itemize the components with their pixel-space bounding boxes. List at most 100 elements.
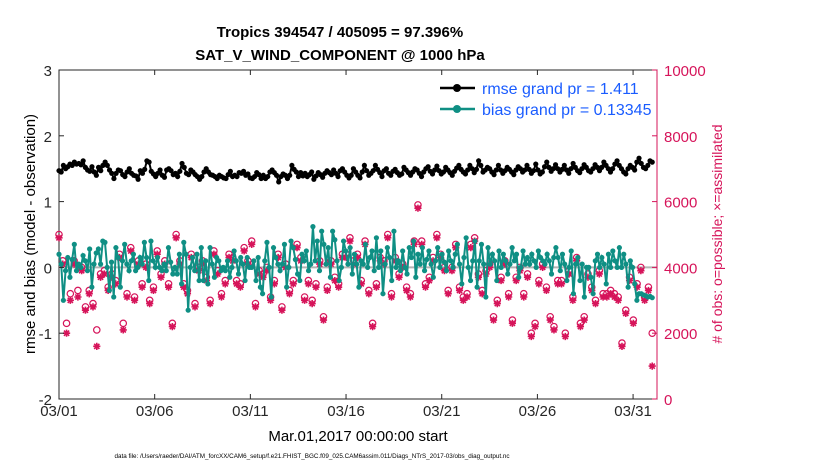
bias-point bbox=[117, 284, 123, 290]
obs-possible-point bbox=[74, 286, 82, 295]
rmse-point bbox=[142, 166, 148, 172]
bias-point bbox=[478, 241, 485, 247]
obs-assimilated-point bbox=[300, 296, 309, 304]
y-right-tick-label: 6000 bbox=[664, 195, 697, 212]
bias-point bbox=[544, 251, 550, 257]
bias-point bbox=[336, 277, 342, 284]
rmse-point bbox=[476, 158, 482, 164]
rmse-point bbox=[526, 166, 532, 172]
obs-assimilated-point bbox=[123, 293, 131, 301]
rmse-point bbox=[58, 169, 64, 175]
bias-point bbox=[56, 251, 62, 257]
bias-point bbox=[472, 238, 478, 244]
bias-point bbox=[592, 258, 598, 264]
bias-point bbox=[108, 259, 115, 265]
bias-point bbox=[235, 271, 242, 277]
obs-assimilated-point bbox=[421, 283, 430, 291]
bias-point bbox=[255, 254, 261, 261]
bias-point bbox=[113, 245, 119, 251]
obs-assimilated-point bbox=[622, 309, 630, 318]
bias-point bbox=[594, 251, 601, 257]
obs-assimilated-point bbox=[554, 280, 562, 288]
rmse-point bbox=[363, 168, 370, 174]
obs-assimilated-point bbox=[614, 296, 622, 304]
rmse-point bbox=[80, 158, 86, 164]
rmse-point bbox=[632, 167, 638, 173]
x-tick-label: 03/11 bbox=[232, 403, 268, 420]
y-left-tick-label: -2 bbox=[39, 392, 52, 409]
rmse-point bbox=[568, 166, 574, 172]
bias-point bbox=[424, 256, 430, 263]
bias-point bbox=[78, 264, 84, 270]
rmse-point bbox=[293, 169, 299, 175]
obs-assimilated-point bbox=[308, 299, 316, 308]
obs-assimilated-point bbox=[225, 253, 233, 262]
bias-point bbox=[207, 245, 213, 251]
series-obs-assimilated bbox=[55, 204, 656, 370]
bias-point bbox=[573, 261, 579, 267]
rmse-point bbox=[87, 168, 93, 174]
bias-point bbox=[176, 251, 182, 257]
bias-point bbox=[181, 239, 187, 245]
rmse-point bbox=[234, 173, 240, 180]
bias-point bbox=[448, 258, 454, 264]
bias-point bbox=[194, 251, 200, 257]
bias-point bbox=[432, 258, 439, 264]
rmse-point bbox=[379, 173, 385, 180]
obs-possible-point bbox=[119, 319, 128, 328]
bias-point bbox=[330, 228, 336, 234]
bias-point bbox=[365, 264, 371, 270]
rmse-point bbox=[570, 160, 576, 167]
bias-point bbox=[122, 241, 128, 247]
bias-point bbox=[97, 261, 104, 267]
obs-assimilated-point bbox=[217, 293, 226, 301]
bias-point bbox=[546, 258, 552, 264]
bias-point bbox=[402, 264, 408, 270]
bias-point bbox=[459, 281, 465, 287]
bias-point bbox=[356, 284, 362, 290]
rmse-point bbox=[559, 166, 565, 172]
obs-assimilated-point bbox=[486, 263, 494, 271]
bias-point bbox=[290, 245, 296, 251]
bias-point bbox=[463, 235, 469, 241]
bias-point bbox=[649, 295, 655, 301]
rmse-point bbox=[511, 172, 517, 178]
rmse-point bbox=[177, 168, 183, 174]
obs-assimilated-point bbox=[353, 253, 362, 262]
obs-assimilated-point bbox=[372, 283, 380, 291]
rmse-point bbox=[175, 173, 181, 180]
rmse-point bbox=[418, 173, 425, 180]
bias-point bbox=[126, 268, 132, 274]
bias-point bbox=[439, 251, 445, 257]
bias-point bbox=[270, 245, 277, 251]
bias-point bbox=[288, 238, 294, 244]
obs-assimilated-point bbox=[580, 316, 588, 324]
bias-point bbox=[231, 248, 237, 254]
obs-assimilated-point bbox=[312, 283, 320, 291]
x-tick-label: 03/26 bbox=[519, 403, 557, 420]
bias-point bbox=[137, 254, 143, 261]
obs-assimilated-point bbox=[387, 293, 396, 301]
obs-assimilated-point bbox=[164, 283, 173, 291]
bias-point bbox=[203, 258, 209, 264]
bias-point bbox=[200, 277, 207, 284]
bias-point bbox=[292, 256, 299, 263]
obs-assimilated-point bbox=[520, 293, 528, 301]
bias-point bbox=[343, 248, 349, 254]
bias-point bbox=[345, 261, 351, 267]
legend-rmse-label: rmse grand pr = 1.411 bbox=[482, 81, 639, 98]
bias-point bbox=[161, 261, 167, 267]
bias-point bbox=[159, 268, 165, 274]
rmse-point bbox=[276, 179, 282, 185]
obs-assimilated-point bbox=[637, 267, 645, 275]
obs-assimilated-point bbox=[467, 244, 475, 252]
rmse-point bbox=[524, 162, 530, 169]
bias-point bbox=[382, 261, 388, 267]
bias-point bbox=[380, 291, 386, 297]
bias-point bbox=[238, 254, 244, 261]
bias-point bbox=[154, 254, 161, 261]
obs-assimilated-point bbox=[263, 267, 271, 275]
bias-point bbox=[222, 268, 228, 274]
rmse-point bbox=[78, 162, 84, 168]
bias-point bbox=[251, 258, 257, 264]
